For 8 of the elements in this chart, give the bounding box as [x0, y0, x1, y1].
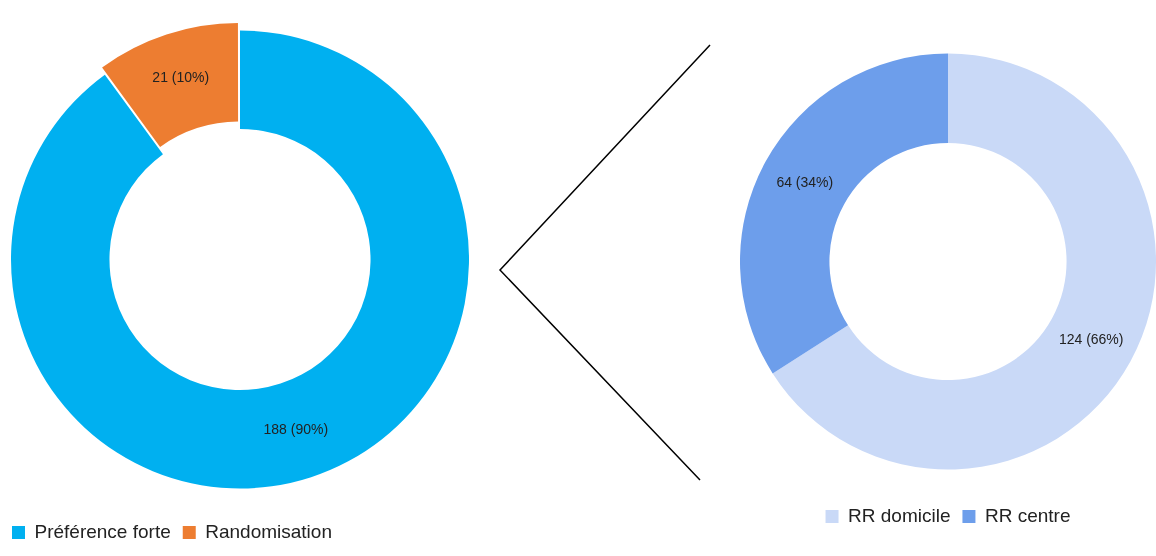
- legend-label: RR centre: [984, 504, 1071, 526]
- legend-label: RR domicile: [848, 504, 951, 526]
- legend-label: Randomisation: [205, 520, 332, 542]
- data-label: 21 (10%): [152, 69, 210, 86]
- data-label: 124 (66%): [1058, 330, 1124, 347]
- data-label: 64 (34%): [776, 173, 834, 190]
- data-label: 188 (90%): [263, 421, 329, 438]
- legend-label: Préférence forte: [34, 520, 171, 542]
